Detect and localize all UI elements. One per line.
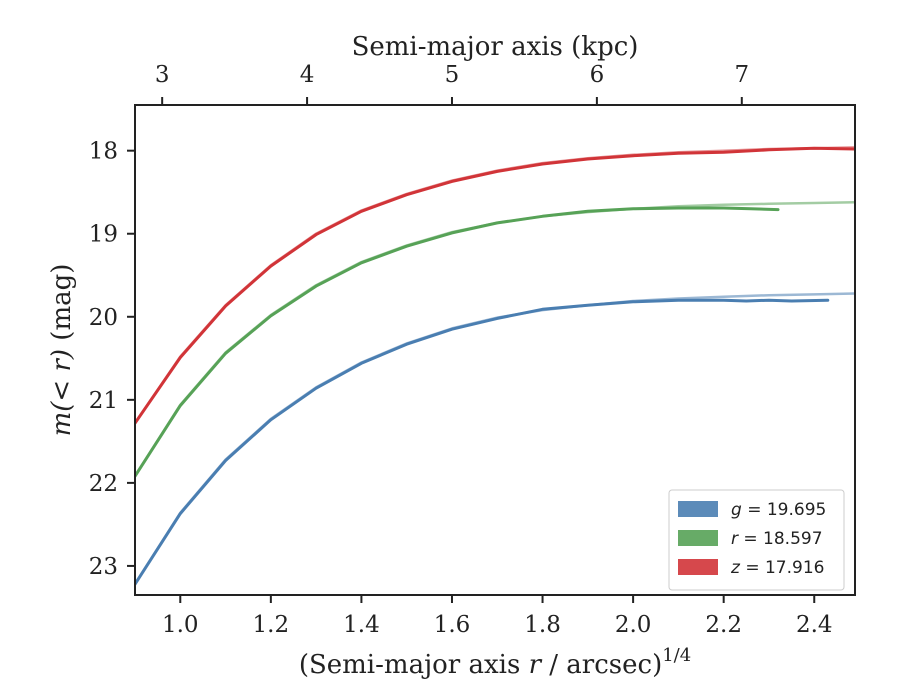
legend-swatch-g xyxy=(678,501,718,517)
x-tick-label: 1.4 xyxy=(343,612,380,638)
x-tick-label: 1.8 xyxy=(524,612,561,638)
x-tick-label: 2.0 xyxy=(615,612,652,638)
y-axis-title: m(< r) (mag) xyxy=(47,264,77,437)
y-tick-label: 21 xyxy=(89,388,118,414)
legend-label-z: z = 17.916 xyxy=(730,558,824,578)
y-axis-title-unit: (mag) xyxy=(47,264,77,349)
top-tick-label: 5 xyxy=(445,62,460,88)
plot-frame xyxy=(134,104,856,596)
y-tick-label: 23 xyxy=(89,554,118,580)
top-axis-title: Semi-major axis (kpc) xyxy=(352,32,639,62)
y-tick-label: 20 xyxy=(89,305,118,331)
legend-value-r: = 18.597 xyxy=(738,529,823,549)
legend-label-g: g = 19.695 xyxy=(731,500,826,520)
x-axis-title-var: r xyxy=(529,650,543,680)
x-tick-label: 2.2 xyxy=(705,612,742,638)
legend-var-r: r xyxy=(731,529,739,549)
legend-swatch-r xyxy=(678,530,718,546)
top-tick-label: 4 xyxy=(300,62,315,88)
x-tick-label: 1.6 xyxy=(434,612,471,638)
x-tick-label: 2.4 xyxy=(796,612,833,638)
legend-label-r: r = 18.597 xyxy=(731,529,823,549)
x-axis-title-prefix: (Semi-major axis xyxy=(299,650,529,680)
series-layer xyxy=(135,146,855,586)
ticks-layer: 1.0 1.2 1.4 1.6 1.8 2.0 2.2 2.4 18 19 20 21 22 23 3 4 5 6… xyxy=(89,62,833,638)
y-tick-label: 18 xyxy=(89,139,118,165)
legend-swatch-z xyxy=(678,559,718,575)
x-tick-label: 1.0 xyxy=(162,612,199,638)
x-axis-title-superscript: 1/4 xyxy=(662,645,691,666)
legend-var-g: g xyxy=(731,500,742,520)
y-tick-label: 22 xyxy=(89,471,118,497)
y-axis-title-math: m(< r) xyxy=(47,349,77,436)
x-tick-label: 1.2 xyxy=(253,612,290,638)
top-tick-label: 3 xyxy=(155,62,170,88)
series-model-line-z xyxy=(135,146,855,424)
x-axis-title: (Semi-major axis r / arcsec)1/4 xyxy=(299,645,691,680)
x-axis-title-mid: / arcsec) xyxy=(541,650,662,680)
top-tick-label: 6 xyxy=(590,62,605,88)
series-data-line-r xyxy=(135,206,780,478)
top-tick-label: 7 xyxy=(734,62,749,88)
series-data-line-z xyxy=(135,146,855,425)
legend-value-z: = 17.916 xyxy=(740,558,825,578)
series-data-line-g xyxy=(135,298,830,586)
legend-value-g: = 19.695 xyxy=(742,500,827,520)
y-tick-label: 19 xyxy=(89,222,118,248)
legend-var-z: z xyxy=(730,558,741,578)
